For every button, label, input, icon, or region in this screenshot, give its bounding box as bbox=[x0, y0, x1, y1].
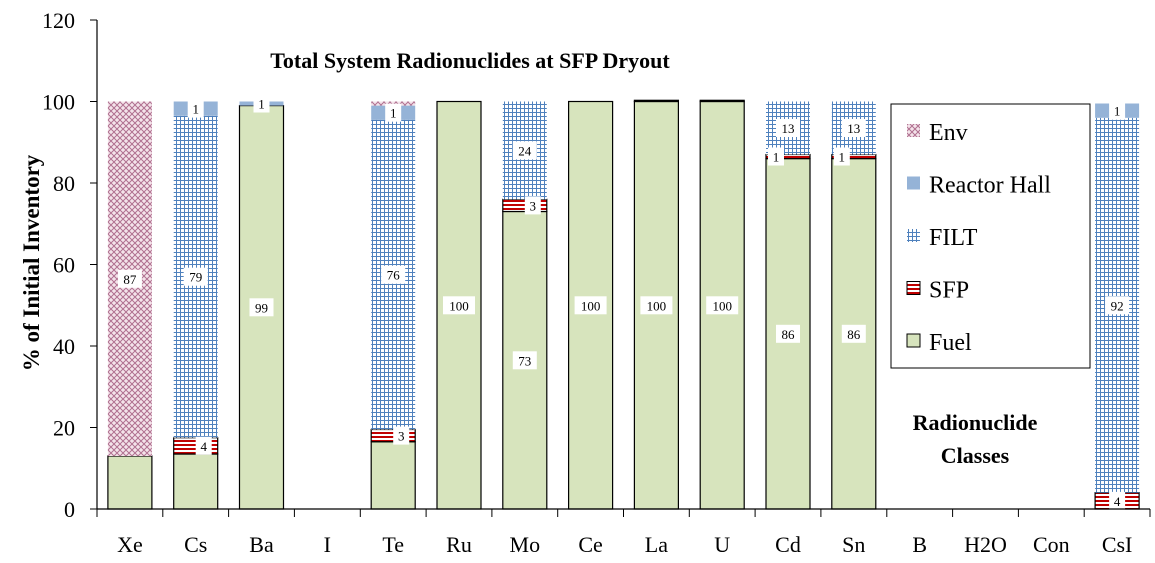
data-label-bg bbox=[393, 426, 410, 445]
x-tick-label-h2o: H2O bbox=[964, 532, 1007, 557]
x-tick-label-te: Te bbox=[382, 532, 404, 557]
x-tick-label-cs: Cs bbox=[184, 532, 207, 557]
data-label-sn-fuel: 86 bbox=[847, 327, 861, 342]
x-tick-label-la: La bbox=[645, 532, 668, 557]
data-label-bg bbox=[253, 94, 270, 113]
data-label-csi-sfp: 4 bbox=[1114, 494, 1121, 509]
y-tick-label-60: 60 bbox=[53, 253, 75, 278]
legend-box bbox=[890, 103, 1091, 369]
data-label-ce-fuel: 100 bbox=[581, 298, 601, 313]
bar-xe-fuel bbox=[107, 455, 153, 510]
data-label-cd-filt: 13 bbox=[782, 121, 795, 136]
bar-te-env bbox=[371, 101, 416, 106]
data-label-csi-reactor-hall: 1 bbox=[1114, 104, 1121, 119]
data-label-sn-filt: 13 bbox=[847, 121, 860, 136]
data-label-bg bbox=[768, 147, 784, 166]
data-label-csi-filt: 92 bbox=[1111, 298, 1124, 313]
annotation-line-2: Classes bbox=[941, 443, 1010, 468]
x-tick-label-ru: Ru bbox=[446, 532, 472, 557]
x-tick-label-b: B bbox=[912, 532, 927, 557]
data-label-bg bbox=[512, 141, 537, 160]
data-label-bg bbox=[385, 103, 402, 122]
data-label-bg bbox=[706, 296, 739, 315]
data-label-bg bbox=[574, 296, 607, 315]
legend-label-fuel: Fuel bbox=[929, 330, 972, 356]
data-label-bg bbox=[443, 296, 475, 315]
data-label-bg bbox=[183, 267, 208, 286]
x-tick-label-csi: CsI bbox=[1102, 532, 1133, 557]
x-tick-label-ba: Ba bbox=[249, 532, 274, 557]
x-tick-label-mo: Mo bbox=[510, 532, 541, 557]
y-tick-label-80: 80 bbox=[53, 171, 75, 196]
annotation-line-1: Radionuclide bbox=[913, 410, 1038, 435]
data-label-ba-reactor-hall: 1 bbox=[258, 97, 265, 112]
x-tick-label-ce: Ce bbox=[578, 532, 602, 557]
data-label-bg bbox=[841, 119, 866, 137]
legend-label-reactor-hall: Reactor Hall bbox=[929, 173, 1051, 199]
legend-key-filt bbox=[907, 229, 920, 242]
data-label-cd-sfp: 1 bbox=[773, 150, 780, 165]
data-label-mo-fuel: 73 bbox=[518, 353, 531, 368]
bar-te-fuel bbox=[370, 441, 416, 510]
data-label-cs-sfp: 4 bbox=[200, 439, 207, 454]
x-tick-label-xe: Xe bbox=[117, 532, 143, 557]
data-label-te-reactor-hall: 1 bbox=[390, 106, 397, 121]
y-tick-label-0: 0 bbox=[64, 497, 75, 522]
data-label-sn-sfp: 1 bbox=[839, 150, 846, 165]
data-label-bg bbox=[833, 147, 850, 166]
data-label-mo-filt: 24 bbox=[518, 143, 532, 158]
legend-key-env bbox=[907, 124, 920, 137]
chart-title: Total System Radionuclides at SFP Dryout bbox=[270, 48, 670, 73]
data-label-xe-env: 87 bbox=[123, 272, 137, 287]
y-tick-label-40: 40 bbox=[53, 334, 75, 359]
legend-label-sfp: SFP bbox=[929, 278, 969, 304]
data-label-bg bbox=[1109, 101, 1126, 120]
data-label-cs-filt: 79 bbox=[189, 270, 202, 285]
y-tick-label-100: 100 bbox=[42, 90, 75, 115]
data-label-bg bbox=[117, 269, 142, 288]
bar-la-sfp bbox=[633, 99, 680, 103]
data-label-bg bbox=[512, 351, 537, 370]
data-label-bg bbox=[841, 324, 866, 343]
data-label-bg bbox=[524, 196, 541, 215]
data-label-la-fuel: 100 bbox=[647, 298, 667, 313]
y-tick-label-120: 120 bbox=[42, 8, 75, 33]
data-label-te-filt: 76 bbox=[387, 268, 401, 283]
legend: Env Reactor Hall FILT SFP Fuel bbox=[890, 103, 1091, 369]
data-label-te-sfp: 3 bbox=[398, 429, 405, 444]
data-label-bg bbox=[381, 265, 406, 284]
data-label-ru-fuel: 100 bbox=[449, 298, 469, 313]
data-label-bg bbox=[187, 99, 204, 118]
data-label-cs-reactor-hall: 1 bbox=[192, 102, 199, 117]
x-tick-label-i: I bbox=[324, 532, 331, 557]
bar-cs-fuel bbox=[173, 453, 219, 510]
legend-key-reactor-hall bbox=[907, 176, 920, 190]
bar-u-sfp bbox=[699, 99, 745, 103]
x-tick-label-cd: Cd bbox=[775, 532, 801, 557]
data-label-u-fuel: 100 bbox=[712, 298, 732, 313]
y-axis-title: % of Initial Inventory bbox=[19, 154, 44, 371]
legend-key-fuel bbox=[906, 333, 921, 348]
legend-label-env: Env bbox=[929, 120, 968, 146]
data-label-mo-sfp: 3 bbox=[530, 198, 537, 213]
data-label-bg bbox=[640, 296, 673, 315]
data-label-bg bbox=[776, 119, 800, 137]
x-tick-label-con: Con bbox=[1033, 532, 1070, 557]
legend-key-sfp bbox=[906, 281, 921, 295]
data-label-bg bbox=[1109, 491, 1126, 510]
data-label-bg bbox=[776, 324, 800, 343]
axes: Xe Cs Ba I Te Ru Mo Ce La U Cd Sn B H2O Con CsI 0 20 40 60 8… bbox=[42, 8, 1151, 557]
data-label-cd-fuel: 86 bbox=[782, 327, 796, 342]
x-tick-label-u: U bbox=[714, 532, 730, 557]
data-label-ba-fuel: 99 bbox=[255, 300, 268, 315]
data-label-bg bbox=[249, 298, 274, 317]
legend-label-filt: FILT bbox=[929, 225, 978, 251]
data-label-bg bbox=[195, 436, 212, 455]
data-label-bg bbox=[1105, 296, 1130, 315]
y-tick-label-20: 20 bbox=[53, 416, 75, 441]
x-tick-label-sn: Sn bbox=[842, 532, 865, 557]
